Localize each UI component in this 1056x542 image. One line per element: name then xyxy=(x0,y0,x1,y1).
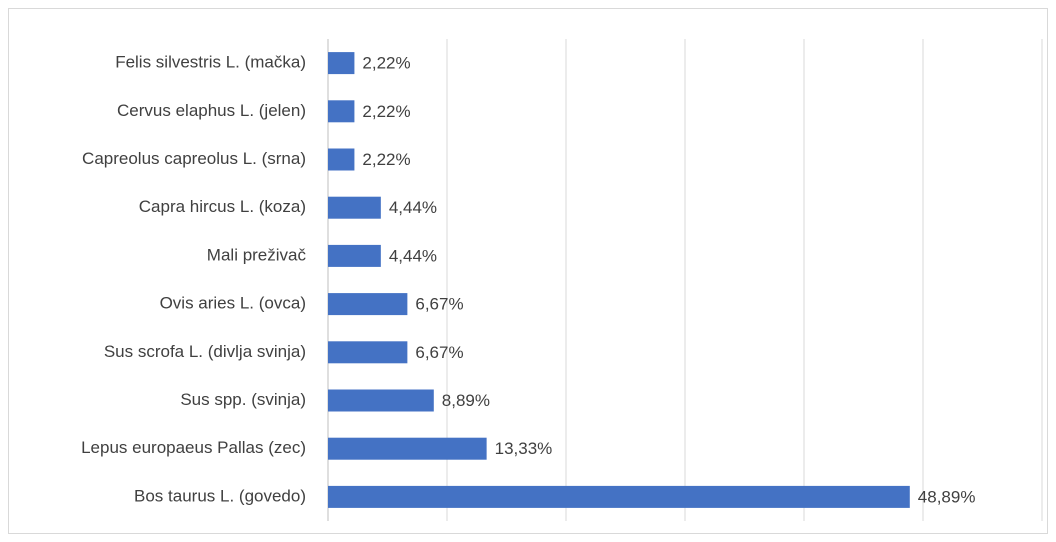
category-label: Sus scrofa L. (divlja svinja) xyxy=(104,342,306,361)
bar xyxy=(328,485,910,508)
bar xyxy=(328,244,381,267)
category-label: Mali preživač xyxy=(207,245,307,264)
category-label: Cervus elaphus L. (jelen) xyxy=(117,101,306,120)
category-label: Felis silvestris L. (mačka) xyxy=(115,53,306,72)
bar xyxy=(328,341,408,364)
value-label: 2,22% xyxy=(362,102,410,121)
value-label: 2,22% xyxy=(362,54,410,73)
bar xyxy=(328,293,408,316)
category-label: Capreolus capreolus L. (srna) xyxy=(82,149,306,168)
value-label: 6,67% xyxy=(415,295,463,314)
bar xyxy=(328,100,355,123)
category-label: Capra hircus L. (koza) xyxy=(139,197,306,216)
category-label: Bos taurus L. (govedo) xyxy=(134,486,306,505)
bar xyxy=(328,389,434,412)
value-label: 4,44% xyxy=(389,246,437,265)
value-label: 8,89% xyxy=(442,391,490,410)
chart-border xyxy=(8,8,1048,534)
category-label: Lepus europaeus Pallas (zec) xyxy=(81,438,306,457)
value-label: 2,22% xyxy=(362,150,410,169)
bar xyxy=(328,437,487,460)
value-label: 48,89% xyxy=(918,487,976,506)
bar xyxy=(328,148,355,171)
value-label: 13,33% xyxy=(495,439,553,458)
bar xyxy=(328,196,381,219)
value-label: 4,44% xyxy=(389,198,437,217)
category-label: Sus spp. (svinja) xyxy=(180,390,306,409)
bar xyxy=(328,52,355,75)
value-label: 6,67% xyxy=(415,343,463,362)
category-label: Ovis aries L. (ovca) xyxy=(160,294,306,313)
